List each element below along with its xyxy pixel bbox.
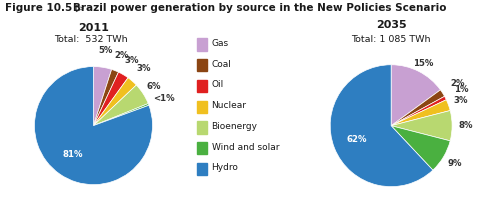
Wedge shape	[391, 111, 452, 141]
Text: 62%: 62%	[347, 135, 368, 144]
Text: Bioenergy: Bioenergy	[212, 122, 257, 131]
Wedge shape	[391, 90, 445, 126]
Wedge shape	[93, 103, 149, 126]
Wedge shape	[93, 69, 119, 126]
Text: 8%: 8%	[458, 121, 473, 130]
Text: 81%: 81%	[63, 150, 84, 159]
Text: 3%: 3%	[454, 96, 468, 105]
Text: 1%: 1%	[455, 85, 469, 94]
Text: 15%: 15%	[413, 59, 433, 68]
Wedge shape	[391, 96, 446, 126]
Text: Gas: Gas	[212, 39, 229, 48]
Wedge shape	[330, 65, 433, 187]
Wedge shape	[93, 66, 112, 126]
Text: Total: 1 085 TWh: Total: 1 085 TWh	[351, 35, 431, 43]
Text: Oil: Oil	[212, 81, 224, 89]
Text: <1%: <1%	[153, 94, 175, 103]
Wedge shape	[391, 100, 450, 126]
Text: Total:  532 TWh: Total: 532 TWh	[54, 35, 128, 43]
Wedge shape	[93, 85, 148, 126]
Text: 3%: 3%	[136, 64, 151, 73]
Text: Brazil power generation by source in the New Policies Scenario: Brazil power generation by source in the…	[62, 3, 446, 13]
Text: 3%: 3%	[124, 56, 139, 65]
Text: 2%: 2%	[114, 51, 128, 60]
Wedge shape	[93, 72, 128, 126]
Text: 2%: 2%	[451, 79, 465, 88]
Text: Coal: Coal	[212, 60, 231, 69]
Text: Figure 10.5 ▷: Figure 10.5 ▷	[5, 3, 84, 13]
Text: Hydro: Hydro	[212, 163, 239, 172]
Text: 9%: 9%	[448, 159, 462, 168]
Wedge shape	[93, 78, 136, 126]
Wedge shape	[391, 126, 450, 170]
Title: 2011: 2011	[78, 23, 109, 33]
Wedge shape	[391, 65, 440, 126]
Text: 5%: 5%	[98, 46, 113, 56]
Wedge shape	[34, 66, 153, 185]
Text: Wind and solar: Wind and solar	[212, 143, 279, 152]
Title: 2035: 2035	[376, 21, 406, 31]
Text: Nuclear: Nuclear	[212, 101, 246, 110]
Text: 6%: 6%	[147, 82, 161, 91]
